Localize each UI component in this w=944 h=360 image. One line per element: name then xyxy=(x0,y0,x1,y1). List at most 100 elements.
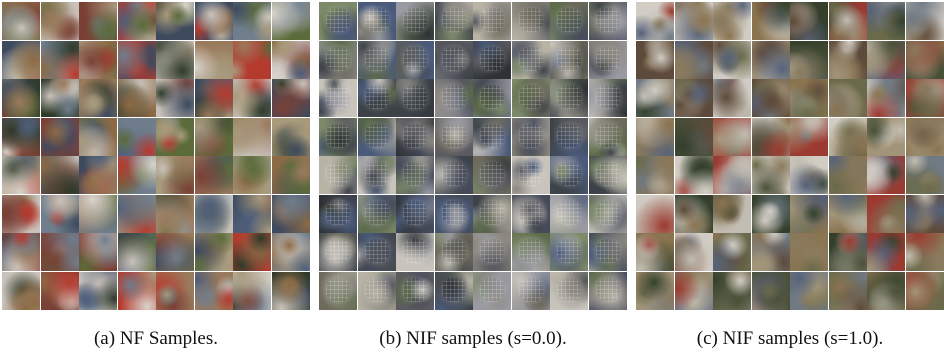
sample-image xyxy=(636,79,674,117)
sample-image xyxy=(674,79,713,117)
sample-image xyxy=(396,271,434,310)
sample-image xyxy=(790,194,828,233)
caption-nif-samples-s1: (c) NIF samples (s=1.0). xyxy=(696,328,884,349)
sample-image xyxy=(233,194,271,233)
sample-image xyxy=(751,2,790,40)
sample-image xyxy=(194,194,233,233)
sample-image xyxy=(271,117,310,156)
sample-image xyxy=(396,79,434,117)
sample-image xyxy=(550,156,588,194)
sample-grid xyxy=(319,2,627,310)
sample-image xyxy=(156,40,194,79)
sample-image xyxy=(271,40,310,79)
sample-image xyxy=(2,271,40,310)
sample-image xyxy=(588,79,627,117)
sample-image xyxy=(828,156,867,194)
sample-image xyxy=(79,194,117,233)
sample-image xyxy=(867,233,905,271)
sample-image xyxy=(156,194,194,233)
sample-image xyxy=(674,271,713,310)
sample-grid xyxy=(2,2,310,310)
sample-image xyxy=(79,271,117,310)
sample-image xyxy=(905,40,944,79)
sample-image xyxy=(905,233,944,271)
sample-image xyxy=(473,194,511,233)
sample-image xyxy=(550,2,588,40)
sample-image xyxy=(905,194,944,233)
sample-image xyxy=(396,2,434,40)
sample-image xyxy=(588,40,627,79)
sample-image xyxy=(40,2,79,40)
sample-image xyxy=(867,2,905,40)
sample-image xyxy=(40,194,79,233)
sample-image xyxy=(713,156,751,194)
sample-image xyxy=(434,40,473,79)
sample-image xyxy=(751,79,790,117)
sample-image xyxy=(117,2,156,40)
sample-image xyxy=(79,2,117,40)
sample-image xyxy=(674,40,713,79)
sample-image xyxy=(271,2,310,40)
sample-image xyxy=(233,233,271,271)
sample-image xyxy=(79,79,117,117)
sample-image xyxy=(751,233,790,271)
sample-image xyxy=(905,271,944,310)
sample-image xyxy=(713,117,751,156)
sample-image xyxy=(511,40,550,79)
sample-image xyxy=(2,40,40,79)
sample-image xyxy=(636,40,674,79)
sample-image xyxy=(713,233,751,271)
panel-nif-samples-s1 xyxy=(636,2,944,310)
sample-image xyxy=(117,194,156,233)
sample-image xyxy=(271,271,310,310)
sample-image xyxy=(357,40,396,79)
sample-image xyxy=(319,40,357,79)
sample-image xyxy=(751,194,790,233)
sample-image xyxy=(751,117,790,156)
sample-image xyxy=(271,79,310,117)
sample-image xyxy=(790,117,828,156)
sample-image xyxy=(79,40,117,79)
sample-image xyxy=(636,271,674,310)
sample-image xyxy=(117,271,156,310)
sample-image xyxy=(511,271,550,310)
sample-image xyxy=(828,271,867,310)
sample-image xyxy=(511,156,550,194)
sample-image xyxy=(550,117,588,156)
sample-image xyxy=(550,40,588,79)
sample-image xyxy=(713,79,751,117)
sample-image xyxy=(396,233,434,271)
sample-image xyxy=(233,271,271,310)
sample-image xyxy=(828,117,867,156)
sample-image xyxy=(751,156,790,194)
sample-image xyxy=(434,156,473,194)
sample-image xyxy=(674,194,713,233)
sample-image xyxy=(117,40,156,79)
sample-image xyxy=(194,156,233,194)
sample-image xyxy=(194,117,233,156)
sample-image xyxy=(117,156,156,194)
sample-image xyxy=(194,271,233,310)
sample-image xyxy=(319,233,357,271)
sample-image xyxy=(867,271,905,310)
sample-image xyxy=(751,271,790,310)
sample-image xyxy=(550,194,588,233)
sample-image xyxy=(357,117,396,156)
sample-image xyxy=(357,194,396,233)
sample-image xyxy=(473,271,511,310)
sample-image xyxy=(396,194,434,233)
sample-image xyxy=(473,233,511,271)
sample-image xyxy=(550,233,588,271)
sample-image xyxy=(2,2,40,40)
caption-nif-samples-s0: (b) NIF samples (s=0.0). xyxy=(379,328,567,349)
sample-image xyxy=(828,233,867,271)
sample-image xyxy=(867,79,905,117)
sample-image xyxy=(319,156,357,194)
sample-image xyxy=(40,40,79,79)
sample-image xyxy=(357,156,396,194)
sample-image xyxy=(550,271,588,310)
sample-image xyxy=(357,79,396,117)
sample-image xyxy=(905,2,944,40)
sample-image xyxy=(233,79,271,117)
sample-image xyxy=(319,194,357,233)
